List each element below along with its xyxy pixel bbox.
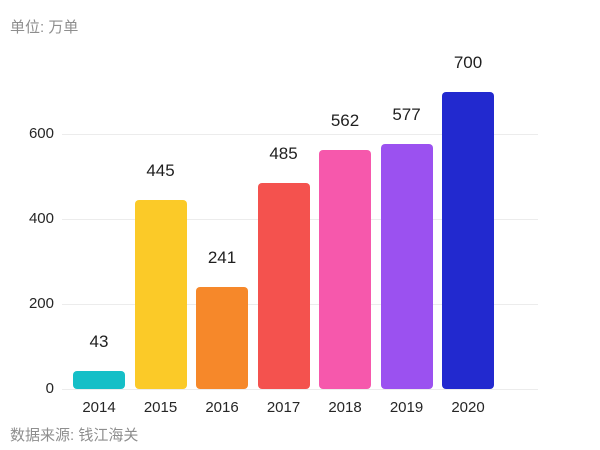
- value-label-2014: 43: [89, 331, 109, 351]
- x-tick-label-2018: 2018: [328, 399, 362, 416]
- unit-label: 单位: 万单: [10, 19, 79, 36]
- value-label-2020: 700: [453, 52, 483, 72]
- bar-2016: [196, 286, 248, 389]
- x-tick-label-2014: 2014: [82, 399, 116, 416]
- bar-2014: [73, 370, 125, 389]
- source-label: 数据来源: 钱江海关: [10, 427, 139, 444]
- value-label-2016: 241: [207, 247, 237, 267]
- y-tick-label-600: 600: [28, 125, 54, 142]
- x-tick-label-2015: 2015: [143, 399, 178, 416]
- value-label-2018: 562: [330, 111, 360, 131]
- bar-2015: [134, 199, 187, 389]
- y-tick-label-400: 400: [28, 210, 54, 227]
- y-tick-label-0: 0: [45, 380, 54, 397]
- bar-2018: [319, 150, 371, 389]
- value-label-2019: 577: [392, 104, 421, 124]
- x-tick-label-2020: 2020: [451, 399, 485, 416]
- x-tick-label-2019: 2019: [389, 399, 424, 416]
- bar-2017: [257, 182, 310, 389]
- x-tick-label-2017: 2017: [266, 399, 301, 416]
- value-label-2017: 485: [269, 143, 298, 163]
- bar-2019: [380, 143, 433, 389]
- gridline-600: [62, 133, 538, 135]
- y-tick-label-200: 200: [28, 295, 54, 312]
- gridline-0: [62, 388, 538, 390]
- value-label-2015: 445: [146, 160, 175, 180]
- x-tick-label-2016: 2016: [205, 399, 239, 416]
- bar-2020: [442, 91, 494, 389]
